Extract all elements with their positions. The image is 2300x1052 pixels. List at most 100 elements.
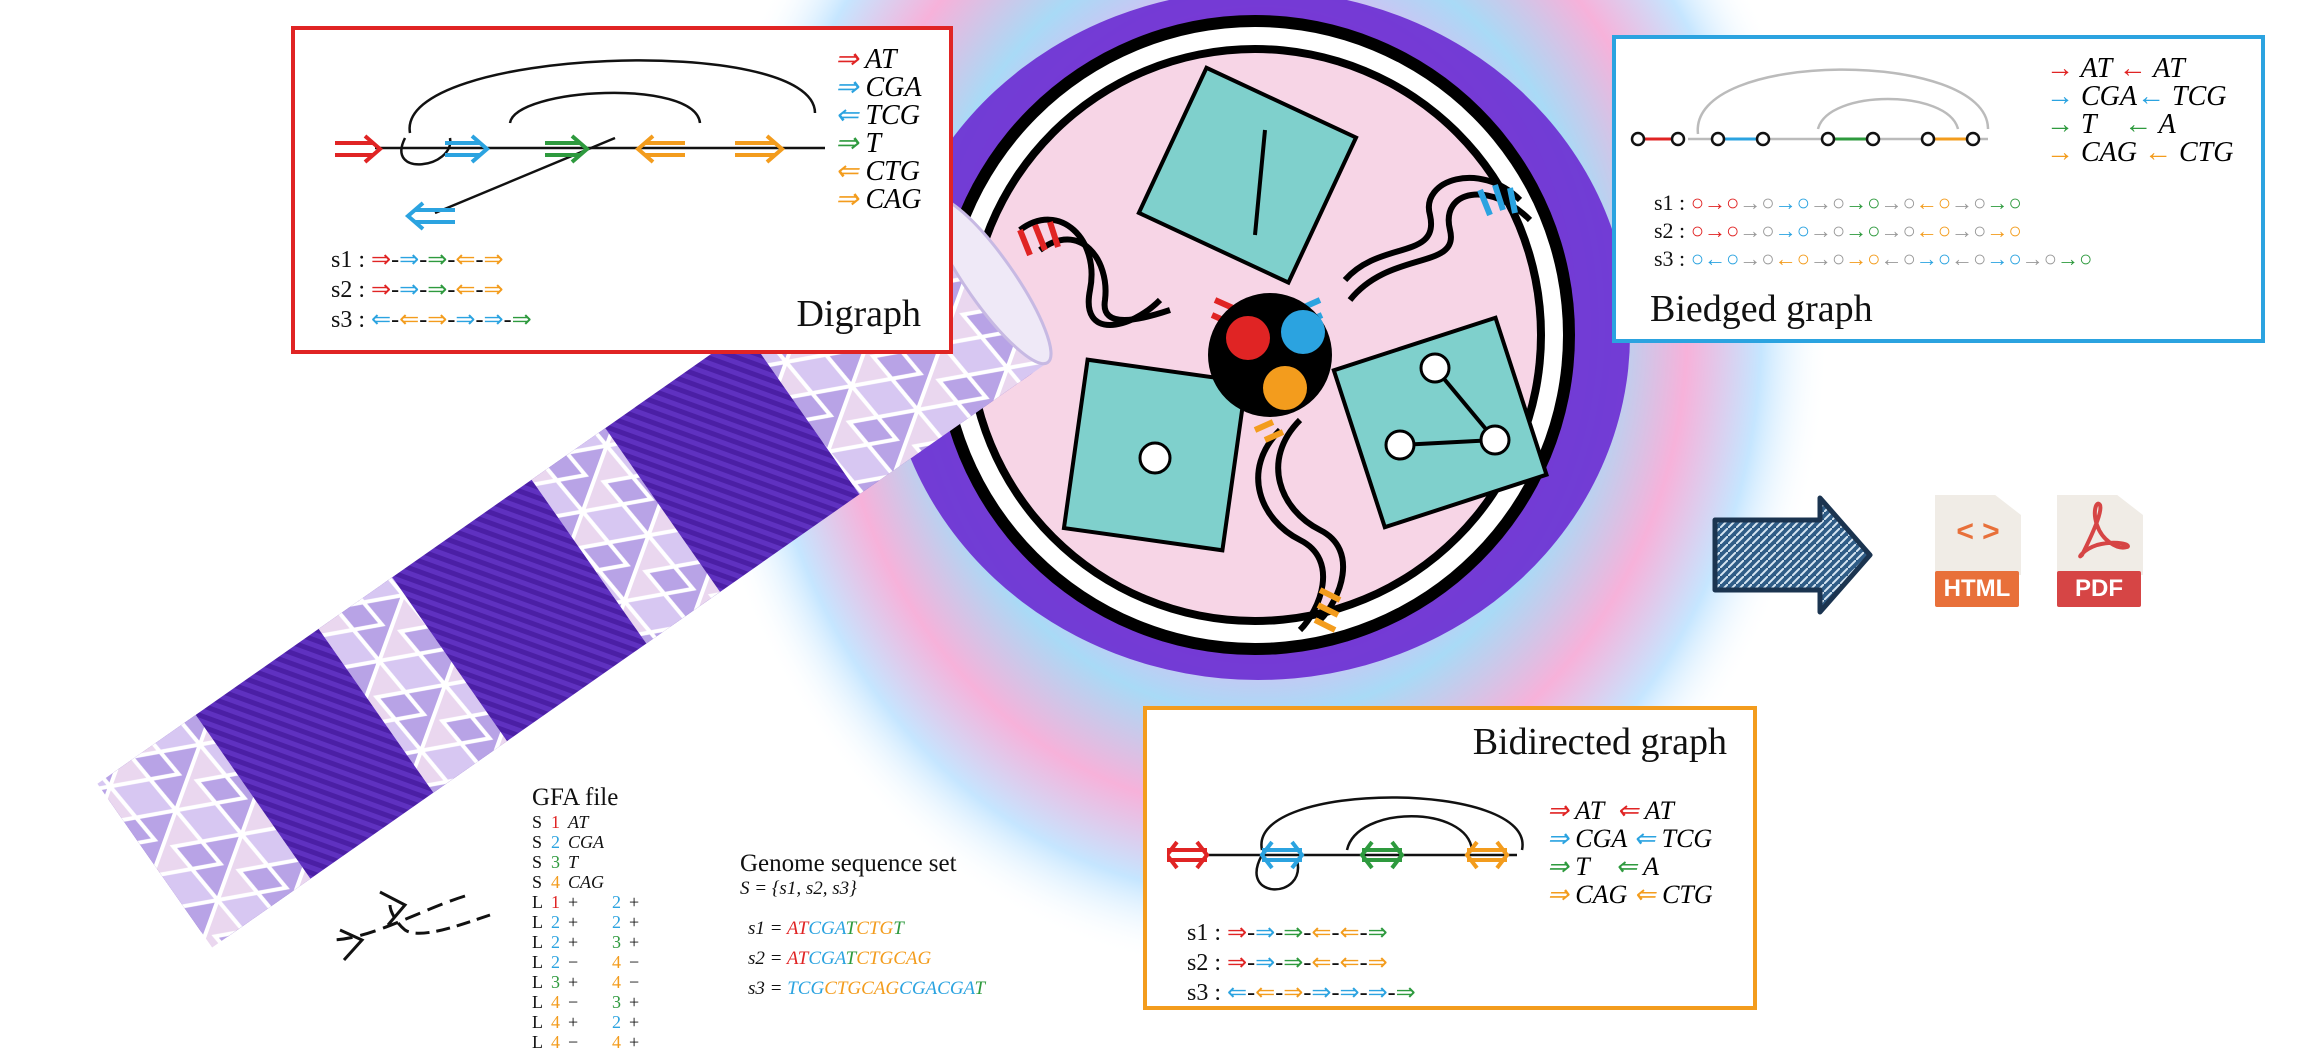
- gfa-cell: 3: [551, 972, 560, 992]
- gfa-cell: [612, 812, 629, 832]
- gfa-row: L 4−4 +: [532, 1032, 647, 1052]
- export-arrow: [1712, 495, 1873, 615]
- gfa-cell: T: [568, 852, 579, 872]
- digraph-paths: s1 : ⇒-⇒-⇒-⇐-⇒ s2 : ⇒-⇒-⇒-⇐-⇒ s3 : ⇐-⇐-⇒…: [331, 247, 532, 333]
- gfa-cell: +: [629, 912, 640, 932]
- teal-square-top: [1136, 65, 1359, 286]
- gfa-cell: CGA: [568, 832, 604, 852]
- gfa-cell: 2: [551, 952, 560, 972]
- gfa-row: L 2 +3 +: [532, 932, 647, 952]
- gfa-cell: [612, 872, 629, 892]
- gfa-cell: 4: [612, 1032, 621, 1052]
- gfa-cell: +: [568, 1012, 579, 1032]
- gfa-cell: AT: [568, 812, 589, 832]
- gfa-cell: L: [532, 932, 543, 952]
- gfa-cell: S: [532, 812, 543, 832]
- gfa-cell: 2: [612, 912, 621, 932]
- biedged-panel: → AT ← AT → CGA← TCG → T ← A → CAG ← CTG…: [1612, 35, 2265, 343]
- gfa-cell: 2: [612, 892, 621, 912]
- gfa-cell: +: [568, 972, 579, 992]
- gfa-table: S 1 AT S 2 CGA S 3 T S 4 CAG L 1 +2 + L 2 +2 + L 2 +3 + L 2−4− L 3 +…: [532, 812, 647, 1052]
- biedged-drawing: [1630, 68, 1990, 147]
- gfa-cell: −: [629, 952, 640, 972]
- gfa-cell: 3: [612, 932, 621, 952]
- bidirected-legend: ⇒ AT ⇐ AT ⇒ CGA ⇐ TCG ⇒ T ⇐ A ⇒ CAG ⇐ CT…: [1547, 796, 1713, 909]
- kaleidoscope-tube: [97, 196, 1053, 948]
- digraph-drawing: [335, 59, 825, 231]
- gfa-cell: −: [629, 972, 640, 992]
- digraph-title: Digraph: [796, 293, 921, 335]
- gfa-row: S 4 CAG: [532, 872, 647, 892]
- gfa-cell: 1: [551, 892, 560, 912]
- acrobat-icon: [2078, 501, 2130, 559]
- genome-s3: s3 = TCGCTGCAGCGACGAT: [748, 978, 986, 999]
- gfa-cell: +: [629, 992, 640, 1012]
- digraph-panel: ⇒ AT ⇒ CGA ⇐ TCG ⇒ T ⇐ CTG ⇒ CAG s1 : ⇒-…: [291, 26, 953, 354]
- gfa-cell: +: [629, 1032, 640, 1052]
- gfa-cell: L: [532, 1012, 543, 1032]
- gfa-cell: L: [532, 912, 543, 932]
- bidirected-paths: s1 : ⇒-⇒-⇒-⇐-⇐-⇒ s2 : ⇒-⇒-⇒-⇐-⇐-⇒ s3 : ⇐…: [1187, 920, 1416, 1006]
- genome-s2: s2 = ATCGATCTGCAG: [748, 948, 932, 969]
- gfa-cell: 4: [551, 872, 560, 892]
- gfa-cell: 2: [551, 832, 560, 852]
- gfa-cell: L: [532, 892, 543, 912]
- genome-s1: s1 = ATCGATCTGT: [748, 918, 904, 939]
- biedged-paths: s1 : ○→○→○→○→○→○→○←○→○→○ s2 : ○→○→○→○→○→…: [1654, 190, 2093, 271]
- gfa-row: S 1 AT: [532, 812, 647, 832]
- gfa-cell: S: [532, 832, 543, 852]
- gfa-cell: 1: [551, 812, 560, 832]
- gfa-cell: CAG: [568, 872, 604, 892]
- pdf-file-icon: PDF: [2057, 495, 2143, 607]
- background-art: [97, 0, 1873, 975]
- gfa-cell: −: [568, 1032, 579, 1052]
- gfa-block: GFA file S 1 AT S 2 CGA S 3 T S 4 CAG L 1 +2 + L 2 +2 + L 2 +3…: [532, 784, 647, 1052]
- gfa-cell: 4: [612, 972, 621, 992]
- gfa-cell: 2: [551, 932, 560, 952]
- gfa-cell: [612, 832, 629, 852]
- digraph-legend: ⇒ AT ⇒ CGA ⇐ TCG ⇒ T ⇐ CTG ⇒ CAG: [835, 44, 922, 215]
- gfa-row: L 2−4−: [532, 952, 647, 972]
- code-glyph: < >: [1956, 515, 2000, 548]
- gfa-cell: S: [532, 852, 543, 872]
- biedged-title: Biedged graph: [1650, 288, 1873, 330]
- biedged-legend: → AT ← AT → CGA← TCG → T ← A → CAG ← CTG: [2046, 53, 2234, 168]
- gfa-cell: 3: [612, 992, 621, 1012]
- bidirected-panel: Bidirected graph ⇒ AT ⇐ AT ⇒ CGA ⇐ TCG ⇒…: [1143, 706, 1757, 1010]
- gfa-cell: S: [532, 872, 543, 892]
- gfa-cell: 2: [612, 1012, 621, 1032]
- gfa-row: L 4 +2 +: [532, 1012, 647, 1032]
- gfa-title: GFA file: [532, 784, 619, 811]
- gfa-cell: L: [532, 972, 543, 992]
- gfa-cell: 3: [551, 852, 560, 872]
- gfa-row: S 2 CGA: [532, 832, 647, 852]
- flow-arrows: [329, 890, 491, 962]
- gfa-cell: 4: [551, 1012, 560, 1032]
- gfa-row: L 3 +4−: [532, 972, 647, 992]
- gfa-cell: 4: [612, 952, 621, 972]
- html-file-icon: < > HTML: [1935, 495, 2021, 607]
- genome-title: Genome sequence set: [740, 850, 957, 877]
- gfa-cell: +: [568, 892, 579, 912]
- gfa-cell: +: [568, 912, 579, 932]
- teal-square-right: [1331, 315, 1550, 530]
- gfa-cell: L: [532, 952, 543, 972]
- gfa-cell: −: [568, 992, 579, 1012]
- gfa-cell: L: [532, 1032, 543, 1052]
- gfa-cell: −: [568, 952, 579, 972]
- gfa-cell: 2: [551, 912, 560, 932]
- bidirected-drawing: [1167, 796, 1524, 891]
- genome-block: Genome sequence set S = {s1, s2, s3} s1 …: [740, 850, 985, 1004]
- gfa-cell: +: [629, 1012, 640, 1032]
- bidirected-title: Bidirected graph: [1472, 721, 1727, 763]
- gfa-cell: +: [568, 932, 579, 952]
- kaleidoscope-disk: [935, 15, 1575, 655]
- genome-set-def: S = {s1, s2, s3}: [740, 878, 857, 899]
- gfa-cell: 4: [551, 1032, 560, 1052]
- gfa-cell: +: [629, 892, 640, 912]
- gfa-row: L 1 +2 +: [532, 892, 647, 912]
- pdf-badge: PDF: [2057, 571, 2141, 607]
- gfa-cell: [612, 852, 629, 872]
- html-badge: HTML: [1935, 571, 2019, 607]
